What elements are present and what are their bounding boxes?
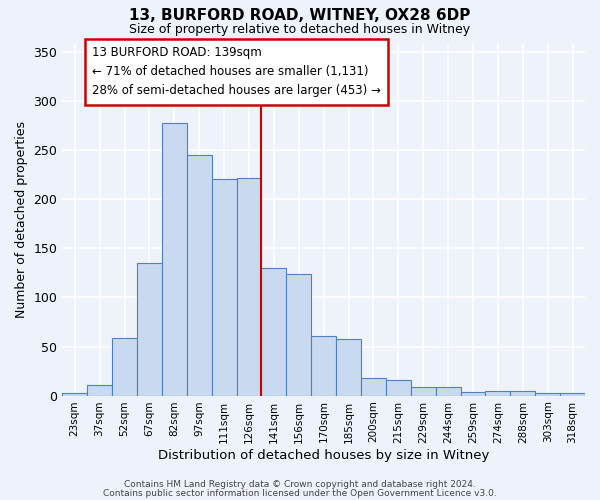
Bar xyxy=(361,378,386,396)
Bar xyxy=(162,123,187,396)
Bar xyxy=(461,392,485,396)
Bar xyxy=(62,392,87,396)
Bar xyxy=(386,380,411,396)
Bar xyxy=(187,156,212,396)
Text: Contains HM Land Registry data © Crown copyright and database right 2024.: Contains HM Land Registry data © Crown c… xyxy=(124,480,476,489)
Bar xyxy=(87,385,112,396)
Bar xyxy=(236,178,262,396)
Bar xyxy=(286,274,311,396)
X-axis label: Distribution of detached houses by size in Witney: Distribution of detached houses by size … xyxy=(158,450,490,462)
Bar xyxy=(311,336,336,396)
Y-axis label: Number of detached properties: Number of detached properties xyxy=(15,120,28,318)
Text: 13 BURFORD ROAD: 139sqm
← 71% of detached houses are smaller (1,131)
28% of semi: 13 BURFORD ROAD: 139sqm ← 71% of detache… xyxy=(92,46,381,98)
Bar xyxy=(137,263,162,396)
Bar xyxy=(411,386,436,396)
Bar xyxy=(560,392,585,396)
Bar xyxy=(485,390,511,396)
Bar xyxy=(336,338,361,396)
Bar xyxy=(212,179,236,396)
Bar xyxy=(511,390,535,396)
Bar xyxy=(535,392,560,396)
Bar xyxy=(262,268,286,396)
Bar xyxy=(112,338,137,396)
Text: Contains public sector information licensed under the Open Government Licence v3: Contains public sector information licen… xyxy=(103,489,497,498)
Text: 13, BURFORD ROAD, WITNEY, OX28 6DP: 13, BURFORD ROAD, WITNEY, OX28 6DP xyxy=(130,8,470,22)
Text: Size of property relative to detached houses in Witney: Size of property relative to detached ho… xyxy=(130,22,470,36)
Bar xyxy=(436,386,461,396)
